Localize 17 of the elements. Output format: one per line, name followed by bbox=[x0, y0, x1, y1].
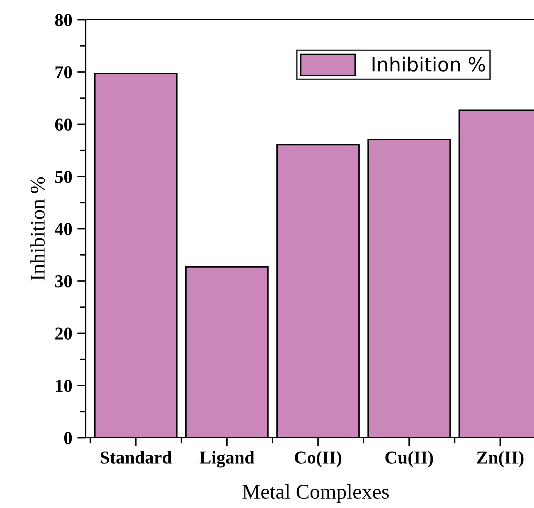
y-tick-label: 50 bbox=[55, 171, 72, 184]
x-tick-label: Cu(II) bbox=[386, 451, 434, 468]
x-tick-label: Zn(II) bbox=[477, 451, 524, 468]
x-tick-label: Ligand bbox=[200, 451, 255, 468]
y-tick-label: 30 bbox=[55, 276, 72, 288]
y-tick-label: 10 bbox=[56, 380, 72, 392]
y-tick-label: 70 bbox=[56, 66, 72, 79]
x-axis-title: Metal Complexes bbox=[242, 484, 390, 504]
y-axis-title: Inhibition % bbox=[30, 177, 46, 281]
x-tick-label: Co(II) bbox=[295, 451, 342, 468]
y-tick-label: 40 bbox=[55, 223, 72, 236]
y-tick-label: 80 bbox=[55, 14, 72, 26]
y-tick-label: 20 bbox=[56, 328, 72, 340]
y-tick-label: 0 bbox=[64, 432, 72, 444]
legend-label: Inhibition % bbox=[372, 56, 486, 72]
y-tick-label: 60 bbox=[55, 118, 72, 131]
x-tick-label: Standard bbox=[100, 451, 172, 464]
